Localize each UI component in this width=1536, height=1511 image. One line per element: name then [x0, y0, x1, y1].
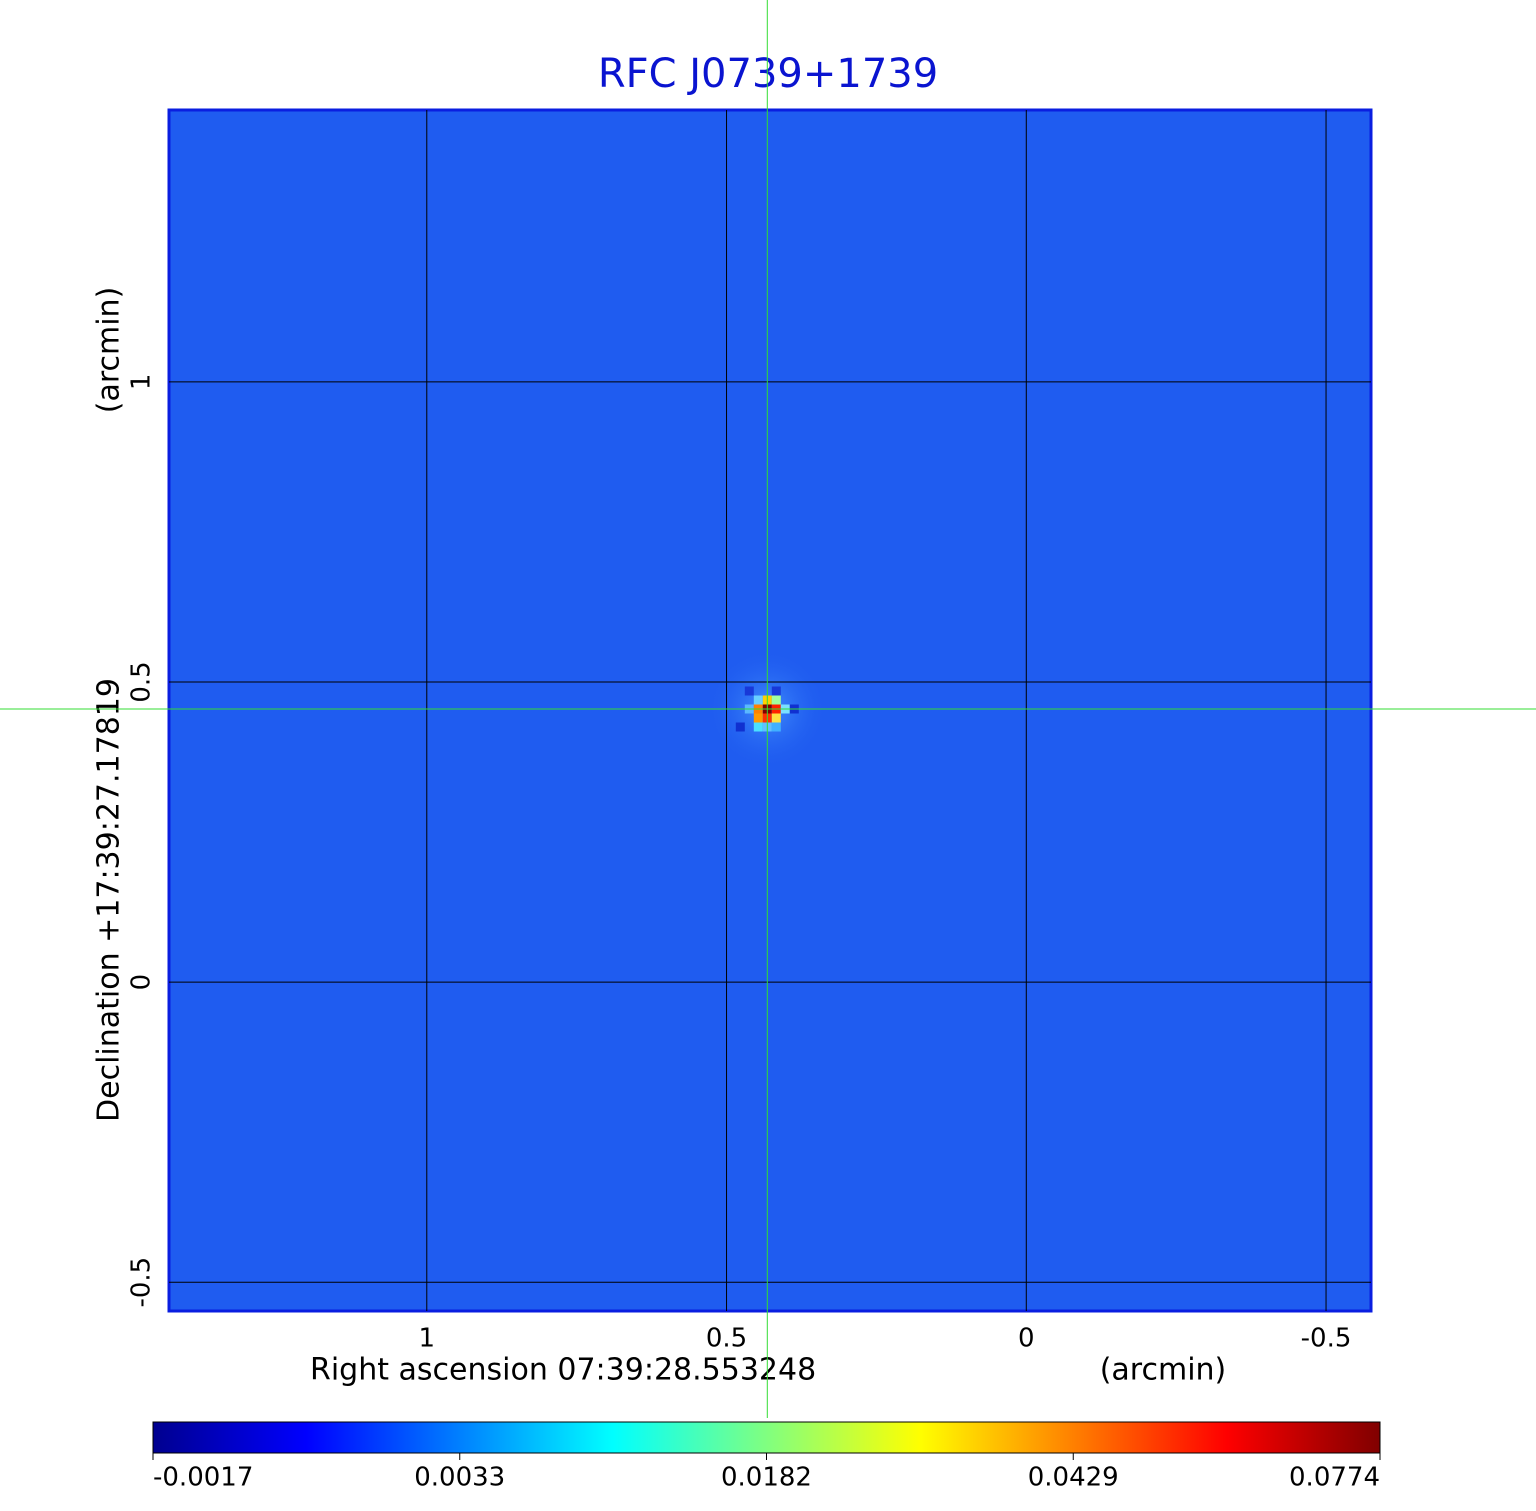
colorbar-tick-label: 0.0774	[1289, 1463, 1380, 1493]
y-axis-label: Declination +17:39:27.17819	[92, 678, 127, 1122]
x-tick-label: 0.5	[706, 1324, 747, 1354]
source-pixel	[753, 722, 763, 732]
source-pixel	[771, 686, 781, 696]
source-pixel	[753, 695, 763, 705]
colorbar	[152, 1421, 1381, 1454]
x-tick-label: -0.5	[1301, 1324, 1352, 1354]
colorbar-tick-label: 0.0033	[414, 1463, 505, 1493]
source-pixel	[753, 713, 763, 723]
y-axis-unit: (arcmin)	[92, 287, 127, 414]
colorbar-tick-label: 0.0182	[721, 1463, 812, 1493]
source-pixel	[771, 722, 781, 732]
y-tick-label: -0.5	[127, 1257, 157, 1308]
x-axis-label: Right ascension 07:39:28.553248	[310, 1353, 816, 1388]
source-pixel	[771, 695, 781, 705]
source-pixel	[771, 713, 781, 723]
chart-title: RFC J0739+1739	[598, 51, 938, 97]
source-pixel	[744, 686, 754, 696]
y-tick-label: 0.5	[127, 661, 157, 702]
y-tick-label: 1	[127, 374, 157, 391]
x-tick-label: 0	[1018, 1324, 1035, 1354]
colorbar-tick-label: 0.0429	[1028, 1463, 1119, 1493]
y-tick-label: 0	[127, 974, 157, 991]
source-pixel	[735, 722, 745, 732]
colorbar-tick-label: -0.0017	[153, 1463, 253, 1493]
x-tick-label: 1	[419, 1324, 436, 1354]
x-axis-unit: (arcmin)	[1100, 1353, 1227, 1388]
